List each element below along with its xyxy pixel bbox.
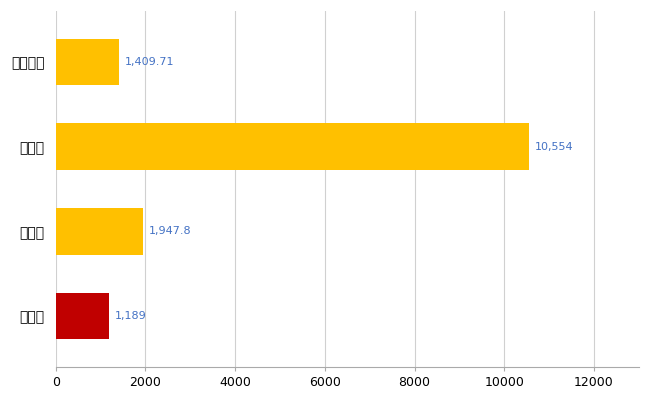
Bar <box>56 39 119 85</box>
Text: 1,409.71: 1,409.71 <box>124 57 174 67</box>
Text: 1,947.8: 1,947.8 <box>148 226 191 236</box>
Bar <box>56 123 529 170</box>
Bar <box>56 293 109 339</box>
Text: 1,189: 1,189 <box>114 311 146 321</box>
Text: 10,554: 10,554 <box>534 142 573 152</box>
Bar <box>56 208 143 255</box>
